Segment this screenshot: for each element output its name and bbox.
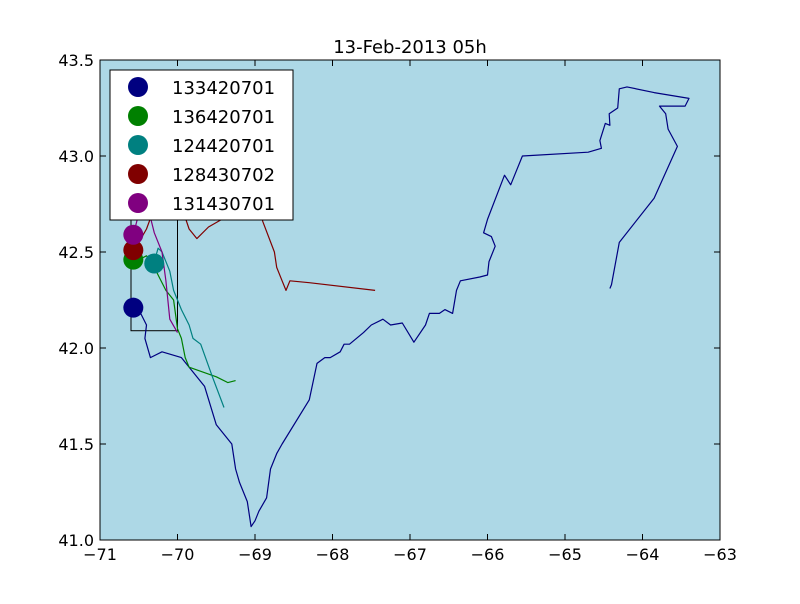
- x-tick-label: −65: [548, 545, 582, 564]
- y-tick-label: 41.0: [58, 531, 94, 550]
- legend-label-124420701: 124420701: [172, 136, 275, 157]
- track-markers: [123, 224, 165, 318]
- y-tick-label: 41.5: [58, 435, 94, 454]
- y-tick-label: 42.0: [58, 339, 94, 358]
- legend-label-133420701: 133420701: [172, 78, 275, 99]
- legend-label-131430701: 131430701: [172, 194, 275, 215]
- x-tick-label: −67: [393, 545, 427, 564]
- y-tick-label: 42.5: [58, 243, 94, 262]
- track-marker-131430701: [123, 224, 144, 245]
- chart-title: 13-Feb-2013 05h: [333, 37, 487, 58]
- x-tick-label: −69: [238, 545, 272, 564]
- legend-marker-133420701: [128, 77, 148, 97]
- legend-label-128430702: 128430702: [172, 165, 275, 186]
- x-tick-label: −63: [703, 545, 737, 564]
- x-tick-label: −71: [83, 545, 117, 564]
- track-line-124420701: [153, 247, 225, 408]
- legend-marker-124420701: [128, 135, 148, 155]
- track-line-133420701: [133, 86, 690, 528]
- x-tick-label: −66: [471, 545, 505, 564]
- axis-ticks: −71 −70 −69 −68 −67 −66 −65 −64 −63 41.0 41.5 42.0 4…: [58, 51, 737, 564]
- y-tick-label: 43.0: [58, 147, 94, 166]
- legend-marker-128430702: [128, 164, 148, 184]
- legend: 133420701 136420701 124420701 128430702 1314…: [109, 69, 294, 221]
- y-tick-label: 43.5: [58, 51, 94, 70]
- track-marker-124420701: [144, 253, 165, 274]
- legend-label-136420701: 136420701: [172, 107, 275, 128]
- track-line-136420701: [133, 255, 236, 384]
- track-marker-133420701: [123, 297, 144, 318]
- legend-marker-136420701: [128, 106, 148, 126]
- legend-marker-131430701: [128, 193, 148, 213]
- x-tick-label: −68: [316, 545, 350, 564]
- x-tick-label: −70: [161, 545, 195, 564]
- x-tick-label: −64: [626, 545, 660, 564]
- track-marker-128430702: [123, 240, 144, 261]
